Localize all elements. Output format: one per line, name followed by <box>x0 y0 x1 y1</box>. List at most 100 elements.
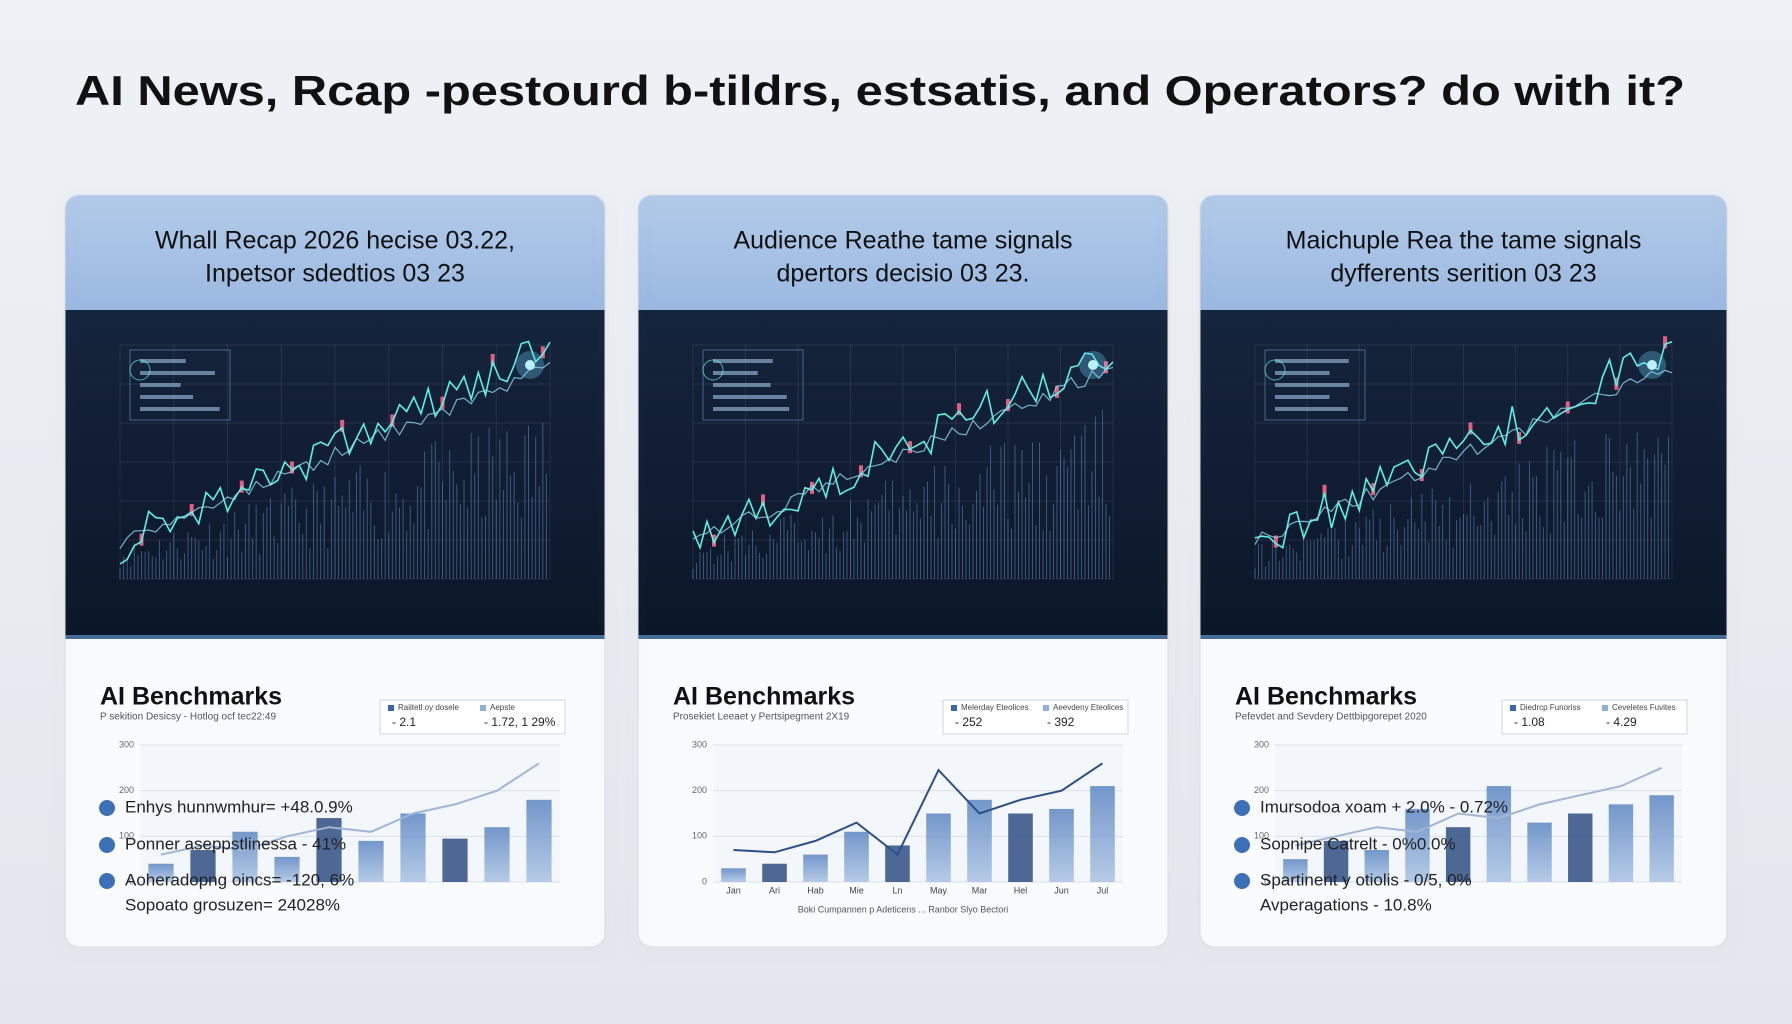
decor-ring <box>1264 359 1286 381</box>
decor-candle <box>1565 401 1570 414</box>
legend-swatch <box>951 705 957 711</box>
bar <box>190 850 216 882</box>
card-heading: dpertors decisio 03 23. <box>777 260 1030 288</box>
decor-infoline <box>713 383 771 387</box>
decor-glow <box>1088 360 1098 370</box>
card-visual <box>638 310 1168 639</box>
bar <box>1608 804 1634 882</box>
decor-ring <box>702 359 724 381</box>
section-subtitle: Pefevdet and Sevdery Dettbipgorepet 2020 <box>1235 712 1427 723</box>
y-tick-label: 300 <box>119 739 134 749</box>
stat-text: Avperagations - 10.8% <box>1260 895 1432 914</box>
decor-infoline <box>713 371 758 375</box>
stat-text: Spartinent y otiolis - 0/5, 0% <box>1260 870 1472 889</box>
decor-line <box>1254 340 1673 549</box>
x-tick-label: Jun <box>1054 885 1069 895</box>
trend-line <box>160 762 540 856</box>
decor-infoline <box>140 407 220 411</box>
stat-text: Enhys hunnwmhur= +48.0.9% <box>125 797 353 816</box>
bar <box>926 813 951 882</box>
decor-candle <box>908 441 912 454</box>
bar <box>1049 808 1074 882</box>
legend-label: Ceveletes Fuvites <box>1612 703 1676 712</box>
stat-icon <box>1234 873 1250 889</box>
y-tick-label: 0 <box>1264 876 1269 886</box>
decor-horizon <box>1200 635 1727 639</box>
stat-icon <box>1234 800 1250 816</box>
x-tick-label: Ari <box>769 885 780 895</box>
legend-label: Raiitetl oy dosele <box>398 703 459 712</box>
y-tick-label: 100 <box>119 831 134 841</box>
bar <box>1486 786 1512 882</box>
legend-label: Melerday Eteolices <box>961 703 1029 712</box>
decor-candle <box>1663 336 1668 349</box>
x-tick-label: Jul <box>1097 885 1109 895</box>
decor-infoline <box>140 371 215 375</box>
x-tick-label: Mie <box>849 885 864 895</box>
trend-line <box>733 762 1104 857</box>
decor-candle <box>957 403 961 416</box>
bar <box>803 854 828 882</box>
decor-glow <box>1647 360 1657 370</box>
stat-icon <box>99 837 115 853</box>
legend-label: Aepste <box>490 703 515 712</box>
y-tick-label: 0 <box>129 876 134 886</box>
decor-infoline <box>140 383 181 387</box>
decor-candle <box>1322 484 1327 497</box>
legend-label: Aeevdeny Eteolices <box>1053 703 1123 712</box>
bar <box>1527 822 1552 882</box>
bar <box>1445 827 1471 882</box>
decor-horizon <box>65 635 605 639</box>
legend-value: - 2.1 <box>392 715 416 729</box>
decor-candle <box>1104 361 1108 374</box>
legend-box <box>1501 699 1688 735</box>
stat-text: Sopoato grosuzen= 24028% <box>125 895 340 914</box>
stat-icon <box>99 800 115 816</box>
decor-glow <box>1079 351 1107 379</box>
decor-candle <box>761 494 765 507</box>
bar <box>148 863 174 882</box>
decor-candle <box>1006 399 1010 412</box>
card-border <box>64 194 606 948</box>
section-subtitle: P sekition Desicsy - Hotlog ocf tec22:49 <box>100 712 276 723</box>
section-title: AI Benchmarks <box>673 683 855 711</box>
decor-infoline <box>1275 359 1349 363</box>
legend-swatch <box>1043 705 1049 711</box>
x-tick-label: Hel <box>1014 885 1028 895</box>
legend-swatch <box>1510 705 1516 711</box>
bar <box>1090 786 1115 882</box>
card-border <box>637 194 1169 948</box>
decor-candle <box>540 346 545 359</box>
x-tick-label: Mar <box>972 885 988 895</box>
y-tick-label: 200 <box>692 785 707 795</box>
bar <box>1568 813 1593 882</box>
decor-infoline <box>140 395 194 399</box>
legend-box <box>942 699 1129 735</box>
chart-note: Boki Cumpannen p Adeticens ... Ranbor Sl… <box>798 904 1009 914</box>
decor-infoline <box>1275 383 1350 387</box>
card-heading: Whall Recap 2026 hecise 03.22, <box>155 227 515 255</box>
decor-infoline <box>713 407 790 411</box>
bar <box>1283 859 1308 882</box>
x-tick-label: Hab <box>807 885 824 895</box>
legend-swatch <box>388 705 394 711</box>
trend-line <box>1295 766 1663 847</box>
card-heading: Audience Reathe tame signals <box>733 227 1072 255</box>
decor-infoline <box>713 359 773 363</box>
section-title: AI Benchmarks <box>1235 683 1417 711</box>
legend-value: - 4.29 <box>1606 715 1637 729</box>
y-tick-label: 0 <box>702 876 707 886</box>
legend-label: Diedrcp Funoriss <box>1520 703 1580 712</box>
bar <box>526 799 552 882</box>
y-tick-label: 300 <box>1254 739 1269 749</box>
legend-value: - 392 <box>1047 715 1075 729</box>
bar <box>1364 850 1389 882</box>
stat-text: Imursodoa xoam + 2.0% - 0.72% <box>1260 797 1508 816</box>
stat-icon <box>99 873 115 889</box>
card-heading: Inpetsor sdedtios 03 23 <box>205 260 465 288</box>
decor-infoline <box>1275 395 1330 399</box>
y-tick-label: 100 <box>1254 831 1269 841</box>
card-heading: dyfferents serition 03 23 <box>1330 260 1596 288</box>
